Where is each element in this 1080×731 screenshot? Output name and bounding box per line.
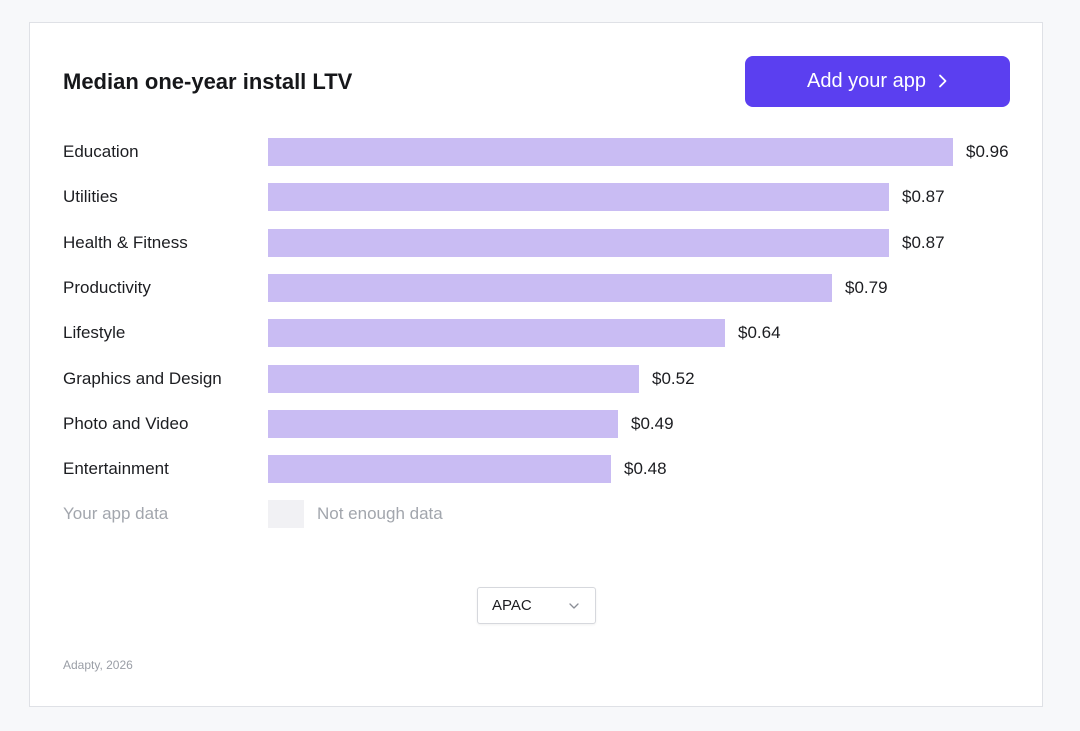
bar xyxy=(268,365,639,393)
value-label: $0.87 xyxy=(902,187,945,206)
value-label: $0.87 xyxy=(902,233,945,252)
chevron-down-icon xyxy=(569,602,579,609)
bar xyxy=(268,138,953,166)
bar xyxy=(268,274,832,302)
category-label: Entertainment xyxy=(63,459,169,478)
bar xyxy=(268,319,725,347)
bar-row-education: Education $0.96 xyxy=(63,138,1023,166)
value-label: $0.79 xyxy=(845,278,888,297)
value-label: $0.48 xyxy=(624,459,667,478)
category-label: Graphics and Design xyxy=(63,369,222,388)
bar-row-productivity: Productivity $0.79 xyxy=(63,274,1023,302)
bar xyxy=(268,410,618,438)
category-label: Utilities xyxy=(63,187,118,206)
bar xyxy=(268,183,889,211)
add-your-app-button[interactable]: Add your app xyxy=(745,56,1010,107)
value-label: $0.49 xyxy=(631,414,674,433)
category-label: Productivity xyxy=(63,278,151,297)
bar-row-utilities: Utilities $0.87 xyxy=(63,183,1023,211)
chart-title: Median one-year install LTV xyxy=(63,69,353,94)
region-select-value: APAC xyxy=(492,597,532,614)
chevron-right-icon xyxy=(938,73,948,91)
value-label: $0.64 xyxy=(738,323,781,342)
your-app-status: Not enough data xyxy=(317,504,443,523)
bar-row-health-fitness: Health & Fitness $0.87 xyxy=(63,229,1023,257)
your-app-label: Your app data xyxy=(63,504,169,523)
bar-row-photo-and-video: Photo and Video $0.49 xyxy=(63,410,1023,438)
category-label: Photo and Video xyxy=(63,414,189,433)
bar-row-entertainment: Entertainment $0.48 xyxy=(63,455,1023,483)
bar-row-graphics-and-design: Graphics and Design $0.52 xyxy=(63,365,1023,393)
category-label: Education xyxy=(63,142,139,161)
value-label: $0.52 xyxy=(652,369,695,388)
chart-card: Median one-year install LTV Add your app… xyxy=(29,22,1043,707)
your-app-row: Your app data Not enough data xyxy=(63,500,1023,528)
category-label: Health & Fitness xyxy=(63,233,188,252)
bar-row-lifestyle: Lifestyle $0.64 xyxy=(63,319,1023,347)
value-label: $0.96 xyxy=(966,142,1009,161)
footer-source: Adapty, 2026 xyxy=(63,658,133,672)
category-label: Lifestyle xyxy=(63,323,126,342)
bar xyxy=(268,229,889,257)
region-select[interactable]: APAC xyxy=(477,587,596,624)
add-your-app-label: Add your app xyxy=(807,70,926,92)
your-app-placeholder-bar xyxy=(268,500,304,528)
bar xyxy=(268,455,611,483)
